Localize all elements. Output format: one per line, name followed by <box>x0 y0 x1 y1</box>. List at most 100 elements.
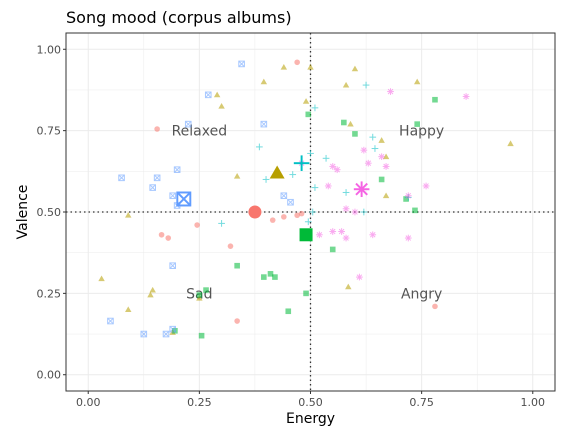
data-point-square-x <box>169 325 176 333</box>
data-point-square <box>234 262 240 269</box>
chart-title: Song mood (corpus albums) <box>66 8 292 27</box>
data-point-square <box>272 274 278 280</box>
data-point-asterisk <box>333 166 341 174</box>
x-tick-label: 0.00 <box>76 396 101 409</box>
data-point-square-x <box>169 192 176 200</box>
data-point-square <box>412 207 418 214</box>
data-point-triangle <box>233 172 241 179</box>
data-point-triangle <box>196 295 203 301</box>
data-point-square-x <box>118 174 125 182</box>
data-point-square-x <box>162 330 170 338</box>
data-point-square-x <box>107 317 114 325</box>
data-point-circle <box>294 212 300 219</box>
data-point-circle <box>154 126 160 132</box>
data-point-square <box>341 119 347 126</box>
data-point-triangle <box>125 212 132 218</box>
data-point-square <box>303 290 309 297</box>
data-point-triangle <box>125 306 132 313</box>
data-point-circle <box>298 210 305 217</box>
quadrant-labels: RelaxedHappySadAngry <box>172 124 445 303</box>
centroid-asterisk <box>353 181 370 198</box>
data-point-plus <box>311 104 319 112</box>
data-point-triangle <box>351 65 359 72</box>
data-point-circle <box>158 231 165 238</box>
data-point-circle <box>432 303 438 310</box>
data-point-triangle <box>507 140 514 147</box>
data-point-square <box>414 121 420 127</box>
y-axis: 0.00 0.25 0.50 0.75 1.00 <box>37 43 66 382</box>
data-point-asterisk <box>338 228 345 235</box>
data-point-triangle <box>345 283 352 290</box>
x-tick-label: 0.75 <box>409 396 434 409</box>
data-point-circle <box>227 243 234 249</box>
centroid-square-x <box>176 191 192 207</box>
data-point-square-x <box>184 120 192 128</box>
data-point-triangle <box>413 78 421 85</box>
data-point-triangle <box>342 81 350 88</box>
data-point-square-x <box>169 262 176 269</box>
data-point-square-x <box>260 120 268 128</box>
data-point-circle <box>165 235 172 241</box>
y-tick-label: 0.00 <box>37 369 62 382</box>
data-point-square <box>432 96 438 103</box>
data-point-square-x <box>140 330 148 338</box>
data-point-triangle <box>347 120 354 127</box>
data-point-asterisk <box>382 163 390 170</box>
data-point-square <box>261 274 267 280</box>
data-point-plus <box>262 176 270 183</box>
x-tick-label: 1.00 <box>521 396 546 409</box>
data-point-square <box>403 196 409 202</box>
data-point-asterisk <box>364 159 372 167</box>
data-point-asterisk <box>378 153 385 161</box>
data-point-plus <box>362 81 370 89</box>
data-point-square-x <box>149 184 156 191</box>
data-point-asterisk <box>329 228 337 235</box>
data-point-plus <box>304 218 312 226</box>
data-point-triangle <box>149 286 156 293</box>
data-point-plus <box>322 154 330 162</box>
data-point-plus <box>342 189 350 196</box>
x-axis: 0.00 0.25 0.50 0.75 1.00 <box>76 391 545 409</box>
centroids <box>176 155 370 242</box>
data-point-plus <box>256 143 263 151</box>
data-point-asterisk <box>360 146 368 154</box>
data-point-asterisk <box>404 192 412 200</box>
data-point-plus <box>289 171 297 178</box>
data-point-asterisk <box>324 182 332 190</box>
data-point-square <box>378 176 385 183</box>
data-point-plus <box>371 145 379 152</box>
data-point-square <box>203 287 209 293</box>
data-point-plus <box>311 184 319 191</box>
quadrant-label-happy: Happy <box>399 124 444 140</box>
data-point-circle <box>269 217 276 223</box>
data-point-asterisk <box>329 163 337 170</box>
data-point-square <box>198 332 205 339</box>
quadrant-label-relaxed: Relaxed <box>172 124 228 140</box>
data-point-triangle <box>218 103 225 109</box>
data-point-square <box>285 308 292 315</box>
data-point-square-x <box>238 60 245 68</box>
data-point-asterisk <box>351 208 359 216</box>
x-axis-title: Energy <box>286 411 335 427</box>
y-axis-title: Valence <box>15 185 31 240</box>
data-point-plus <box>307 150 314 157</box>
data-point-triangle <box>302 98 310 104</box>
data-point-square-x <box>173 166 181 173</box>
y-tick-label: 0.75 <box>37 125 62 138</box>
data-point-asterisk <box>342 234 350 242</box>
data-point-plus <box>309 208 317 216</box>
data-point-triangle <box>382 192 390 199</box>
data-point-asterisk <box>387 88 394 95</box>
data-point-square <box>196 292 203 298</box>
data-point-triangle <box>98 275 105 282</box>
data-point-square <box>329 246 336 253</box>
data-point-asterisk <box>369 231 377 239</box>
data-point-square <box>267 271 274 277</box>
data-point-triangle <box>260 78 268 85</box>
centroid-circle <box>248 205 262 219</box>
centroid-triangle <box>269 165 285 179</box>
centroid-square <box>299 228 313 242</box>
data-point-triangle <box>213 91 221 98</box>
data-point-square <box>305 111 312 118</box>
